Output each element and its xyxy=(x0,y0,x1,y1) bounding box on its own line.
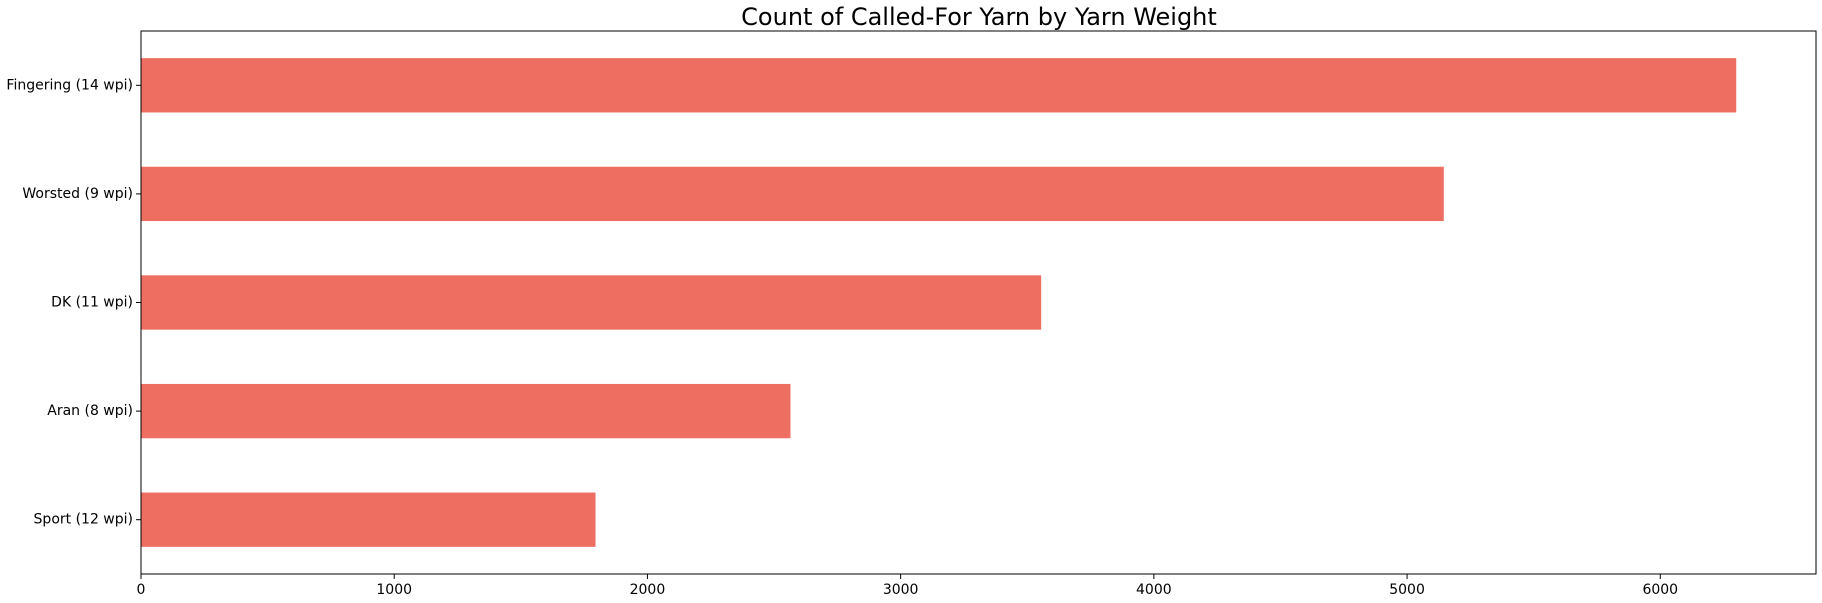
x-tick-label: 2000 xyxy=(630,582,666,598)
x-tick-label: 6000 xyxy=(1642,582,1678,598)
bar xyxy=(141,275,1042,330)
y-tick-label: Aran (8 wpi) xyxy=(47,403,133,419)
bar xyxy=(141,166,1444,222)
x-tick-label: 4000 xyxy=(1136,582,1172,598)
x-tick-label: 3000 xyxy=(883,582,919,598)
x-tick-label: 1000 xyxy=(376,582,412,598)
bar xyxy=(141,58,1737,113)
bars xyxy=(141,58,1737,547)
y-tick-label: Sport (12 wpi) xyxy=(34,512,133,528)
chart-title: Count of Called-For Yarn by Yarn Weight xyxy=(741,3,1217,31)
y-tick-label: Fingering (14 wpi) xyxy=(6,77,133,93)
plot-frame xyxy=(140,30,1817,575)
y-axis-ticks: Fingering (14 wpi) Worsted (9 wpi) DK (11 … xyxy=(6,77,141,528)
bar xyxy=(141,492,596,547)
x-tick-label: 5000 xyxy=(1389,582,1425,598)
bar xyxy=(141,383,791,439)
y-tick-label: Worsted (9 wpi) xyxy=(22,186,133,202)
x-tick-label: 0 xyxy=(137,582,146,598)
x-axis-ticks: 0 1000 2000 3000 4000 5000 6000 xyxy=(137,574,1678,598)
y-tick-label: DK (11 wpi) xyxy=(51,295,133,311)
